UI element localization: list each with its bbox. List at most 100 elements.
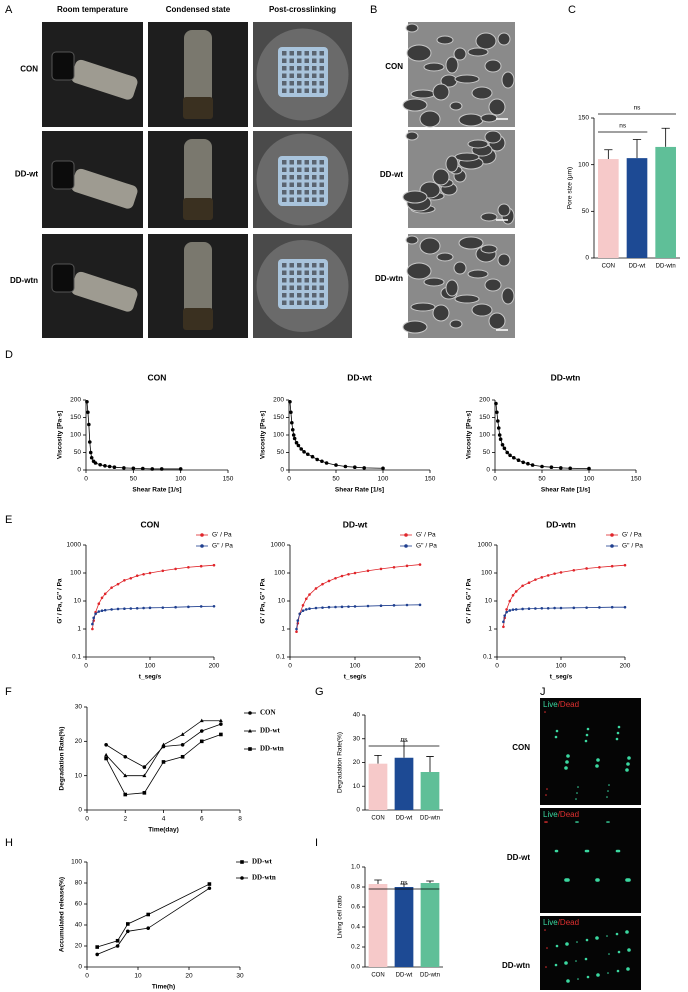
sem-pore	[402, 190, 428, 204]
marker	[502, 625, 505, 629]
scaffold-pore	[312, 81, 317, 86]
chart-title: DD-wt	[347, 372, 372, 382]
x-tick-label: 0	[84, 476, 88, 483]
cell	[586, 975, 590, 979]
y-tick-label: 1	[281, 626, 285, 633]
scaffold-pore	[289, 270, 294, 275]
x-tick-label: 4	[162, 816, 166, 823]
x-tick-label: 100	[145, 663, 156, 670]
y-axis-label: Pore size (μm)	[567, 167, 574, 209]
error-bar	[426, 756, 434, 772]
scaffold-pore	[297, 160, 302, 165]
scaffold-pore	[304, 278, 309, 283]
marker	[301, 604, 305, 607]
cell	[546, 788, 548, 790]
legend-label: DD-wtn	[252, 874, 276, 882]
scaffold-pore	[297, 51, 302, 56]
marker	[324, 461, 329, 465]
marker	[418, 603, 422, 607]
marker	[122, 466, 126, 470]
marker	[540, 576, 544, 579]
cell	[617, 950, 621, 954]
y-axis-label: Degradation Rate(%)	[337, 732, 344, 793]
y-axis-label: Degradation Rate(%)	[59, 727, 66, 791]
panel-letter: J	[540, 686, 546, 698]
scaffold-pore	[312, 51, 317, 56]
marker	[92, 616, 95, 620]
legend-label: G'' / Pa	[212, 543, 233, 550]
bar	[368, 884, 388, 967]
marker	[540, 606, 544, 610]
legend-label: G' / Pa	[416, 532, 436, 539]
scaffold-pore	[304, 73, 309, 78]
scaffold-pore	[312, 285, 317, 290]
y-tick-label: 100	[71, 859, 82, 866]
marker	[347, 605, 350, 608]
cell	[576, 792, 578, 794]
vial-cap	[183, 308, 213, 330]
marker	[199, 564, 203, 568]
scaffold-pore	[319, 66, 324, 71]
cell	[595, 764, 599, 768]
sem-pore	[410, 302, 436, 312]
marker	[503, 614, 506, 617]
chart-title: CON	[148, 372, 167, 382]
sem-pore	[449, 319, 463, 329]
marker	[516, 458, 521, 463]
stain-label-part: /Dead	[558, 810, 579, 819]
sem-pore	[484, 130, 502, 144]
marker	[321, 582, 324, 586]
marker	[161, 569, 165, 573]
x-tick-label: 8	[238, 816, 242, 823]
marker	[116, 582, 120, 586]
marker	[610, 533, 614, 537]
scaffold-pore	[289, 293, 294, 298]
series-line	[503, 564, 626, 627]
marker	[103, 464, 107, 468]
sem-pore	[480, 212, 498, 222]
x-tick-label: CON	[371, 973, 384, 979]
sem-pore	[497, 32, 511, 46]
error-bar	[400, 883, 408, 887]
scaffold-pore	[297, 278, 302, 283]
marker	[304, 608, 308, 611]
scaffold-pore	[319, 81, 324, 86]
scaffold-pore	[297, 73, 302, 78]
cell	[545, 966, 547, 968]
marker	[174, 567, 177, 571]
sem-pore	[405, 131, 419, 141]
cell	[565, 760, 569, 764]
scaffold-pore	[312, 293, 317, 298]
marker	[404, 533, 408, 537]
x-tick-label: DD-wtn	[420, 973, 440, 979]
y-tick-label: 10	[353, 783, 361, 790]
marker	[161, 742, 166, 747]
marker	[353, 571, 357, 575]
x-tick-label: DD-wt	[396, 816, 413, 822]
sem-pore	[419, 110, 441, 128]
y-tick-label: 1	[488, 626, 492, 633]
bar	[598, 159, 619, 258]
panel-letter: D	[5, 349, 13, 361]
marker	[292, 436, 297, 441]
y-tick-label: 50	[277, 449, 285, 456]
marker	[340, 605, 344, 609]
scaffold-pore	[304, 167, 309, 172]
marker	[314, 606, 318, 610]
vial-cap	[183, 198, 213, 220]
vial-cap	[51, 160, 75, 190]
marker	[521, 607, 524, 611]
marker	[87, 440, 92, 444]
scaffold-pore	[297, 197, 302, 202]
cell	[576, 941, 578, 943]
sem-pore	[480, 113, 498, 123]
marker	[572, 606, 576, 610]
scaffold-pore	[304, 293, 309, 298]
marker	[508, 609, 512, 612]
scaffold-pore	[319, 263, 324, 268]
marker	[366, 604, 370, 608]
marker	[340, 574, 344, 578]
y-tick-label: 50	[483, 449, 491, 456]
marker	[327, 605, 331, 609]
